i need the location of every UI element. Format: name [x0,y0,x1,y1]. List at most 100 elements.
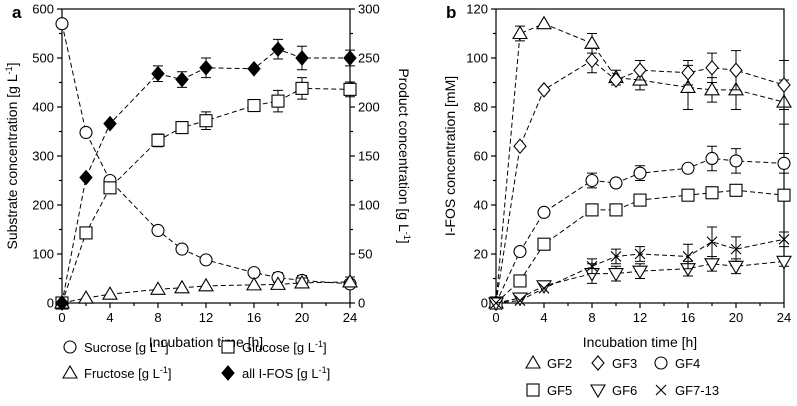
data-point-gf7-13 [514,295,526,306]
data-point-gf6 [608,268,624,282]
x-tick-label: 20 [295,310,309,325]
y-tick-label: 120 [466,2,488,17]
data-point-gf2 [680,79,696,93]
legend-label-gf2: GF2 [547,356,572,371]
x-tick-label: 12 [633,310,647,325]
data-point-gf3 [777,77,791,93]
y-left-tick-label: 400 [32,100,54,115]
data-point-gf7-13 [586,260,598,272]
data-point-all-i-fos [151,65,165,82]
data-point-glucose [103,181,117,195]
data-point-fructose [246,276,262,291]
data-point-glucose [79,226,93,240]
data-point-sucrose [79,125,93,140]
data-point-sucrose [199,253,213,267]
data-point-gf3 [729,62,743,79]
y-right-tick-label: 150 [358,149,380,164]
data-point-gf5 [729,183,743,197]
y-tick-label: 40 [474,198,488,213]
data-point-sucrose [175,242,189,256]
data-point-gf2 [704,81,720,96]
series-line-gf4 [495,157,785,304]
legend-label-gf7-13: GF7-13 [675,383,719,398]
data-point-gf5 [609,203,623,217]
y-left-tick-label: 600 [32,2,54,17]
legend-marker-gf4 [654,356,668,370]
y-tick-label: 100 [466,51,488,66]
data-point-gf3 [705,59,719,76]
data-point-gf5 [537,237,551,251]
legend-marker-glucose [221,340,235,354]
panel-label-b: b [446,3,456,22]
y-left-tick-label: 100 [32,247,54,262]
data-point-gf7-13 [682,251,694,262]
y-left-tick-label: 300 [32,149,54,164]
data-point-gf4 [537,205,551,219]
legend-marker-gf3 [591,355,605,371]
data-point-gf4 [681,161,695,175]
data-point-fructose [270,276,286,290]
data-point-fructose [342,273,358,288]
series-line-fructose [61,281,351,304]
data-point-gf4 [513,245,527,259]
data-point-all-i-fos [271,41,285,58]
panel-label-a: a [12,3,22,22]
panel-a: 0 4 8 12 16 20 2401002003004005006000501001502… [4,2,412,382]
series-line-gf7-13 [495,238,785,304]
data-point-gf7-13 [778,233,790,245]
data-point-glucose [199,114,213,128]
x-tick-label: 0 [58,310,65,325]
legend-marker-sucrose [63,340,77,354]
data-point-gf7-13 [634,248,646,260]
y-tick-label: 80 [474,100,488,115]
data-point-gf4 [585,173,599,188]
data-point-gf5 [585,203,599,217]
data-point-gf3 [513,138,527,155]
data-point-all-i-fos [175,71,189,88]
y-right-tick-label: 250 [358,51,380,66]
data-point-glucose [343,82,357,96]
data-point-glucose [247,98,261,113]
data-point-fructose [198,277,214,292]
data-point-glucose [151,133,165,147]
y-tick-label: 60 [474,149,488,164]
legend-label-gf4: GF4 [675,356,700,371]
x-tick-label: 0 [492,310,499,325]
data-point-gf5 [681,188,695,202]
y-left-axis-label: Substrate concentration [g L-1] [4,62,20,249]
data-point-all-i-fos [55,295,69,311]
legend-label-glucose: Glucose [g L-1] [242,339,327,355]
y-left-tick-label: 200 [32,198,54,213]
legend-marker-gf6 [590,384,606,399]
series-line-gf5 [495,189,785,304]
data-point-gf7-13 [490,297,502,309]
data-point-gf6 [728,260,744,275]
data-point-gf7-13 [730,243,742,255]
x-tick-label: 8 [154,310,161,325]
data-point-glucose [271,94,285,108]
data-point-fructose [150,281,166,295]
data-point-gf7-13 [538,282,550,294]
y-left-tick-label: 500 [32,51,54,66]
legend-marker-fructose [62,364,78,379]
x-tick-label: 16 [681,310,695,325]
legend-label-fructose: Fructose [g L-1] [84,365,172,381]
legend-marker-gf2 [525,354,541,369]
data-point-gf7-13 [610,251,622,262]
data-point-all-i-fos [79,169,93,186]
data-point-gf3 [633,62,647,79]
y-right-tick-label: 100 [358,198,380,213]
data-point-gf6 [536,280,552,294]
data-point-all-i-fos [343,50,357,66]
data-point-all-i-fos [103,115,117,132]
data-point-gf6 [632,265,648,280]
x-tick-label: 12 [199,310,213,325]
legend-marker-gf7-13 [655,384,667,396]
data-point-gf5 [777,188,791,202]
data-point-gf3 [537,82,551,98]
x-axis-label: Incubation time [h] [149,334,263,350]
data-point-gf2 [536,15,552,30]
legend-marker-gf5 [526,383,540,397]
y-right-tick-label: 0 [358,296,365,311]
